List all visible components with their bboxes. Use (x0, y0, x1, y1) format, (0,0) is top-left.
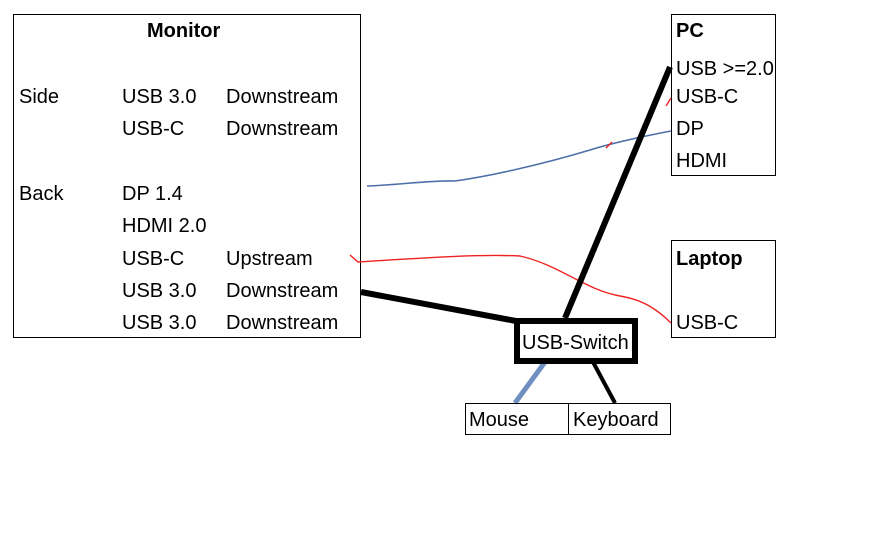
laptop-box (671, 240, 776, 338)
monitor-port: USB-C (122, 118, 185, 140)
keyboard-box (568, 403, 671, 435)
monitor-title: Monitor (147, 20, 221, 42)
monitor-port-direction: Upstream (226, 248, 313, 270)
monitor-back-label: Back (19, 183, 64, 205)
laptop-title: Laptop (676, 248, 743, 270)
monitor-port-direction: Downstream (226, 118, 339, 140)
monitor-port: HDMI 2.0 (122, 215, 207, 237)
usb-switch-label: USB-Switch (522, 332, 629, 354)
monitor-port: USB-C (122, 248, 185, 270)
pc-port: HDMI (676, 150, 728, 172)
dp-cable (366, 130, 672, 187)
pc-port: USB >=2.0 (676, 58, 774, 80)
mouse-cable (512, 360, 548, 405)
monitor-port-direction: Downstream (226, 280, 339, 302)
monitor-port-direction: Downstream (226, 312, 339, 334)
monitor-port-direction: Downstream (226, 86, 339, 108)
keyboard-cable (591, 361, 617, 404)
pc-port: DP (676, 118, 704, 140)
usb-switch-box (514, 318, 638, 364)
usb-cable-monitor-switch (360, 289, 517, 324)
keyboard-label: Keyboard (573, 409, 659, 431)
pc-port: USB-C (676, 86, 739, 108)
pc-title: PC (676, 20, 704, 42)
laptop-port: USB-C (676, 312, 739, 334)
pc-box (671, 14, 776, 176)
monitor-box (13, 14, 361, 338)
usbc-cable-stub-pc (665, 97, 672, 107)
monitor-port: USB 3.0 (122, 312, 197, 334)
usb-cable-switch-pc (562, 65, 673, 320)
monitor-port: USB 3.0 (122, 86, 197, 108)
mouse-label: Mouse (469, 409, 530, 431)
monitor-port: USB 3.0 (122, 280, 197, 302)
usbc-cable-stub-mid (605, 141, 613, 149)
usbc-cable-laptop (349, 254, 672, 324)
monitor-side-label: Side (19, 86, 60, 108)
monitor-port: DP 1.4 (122, 183, 183, 205)
